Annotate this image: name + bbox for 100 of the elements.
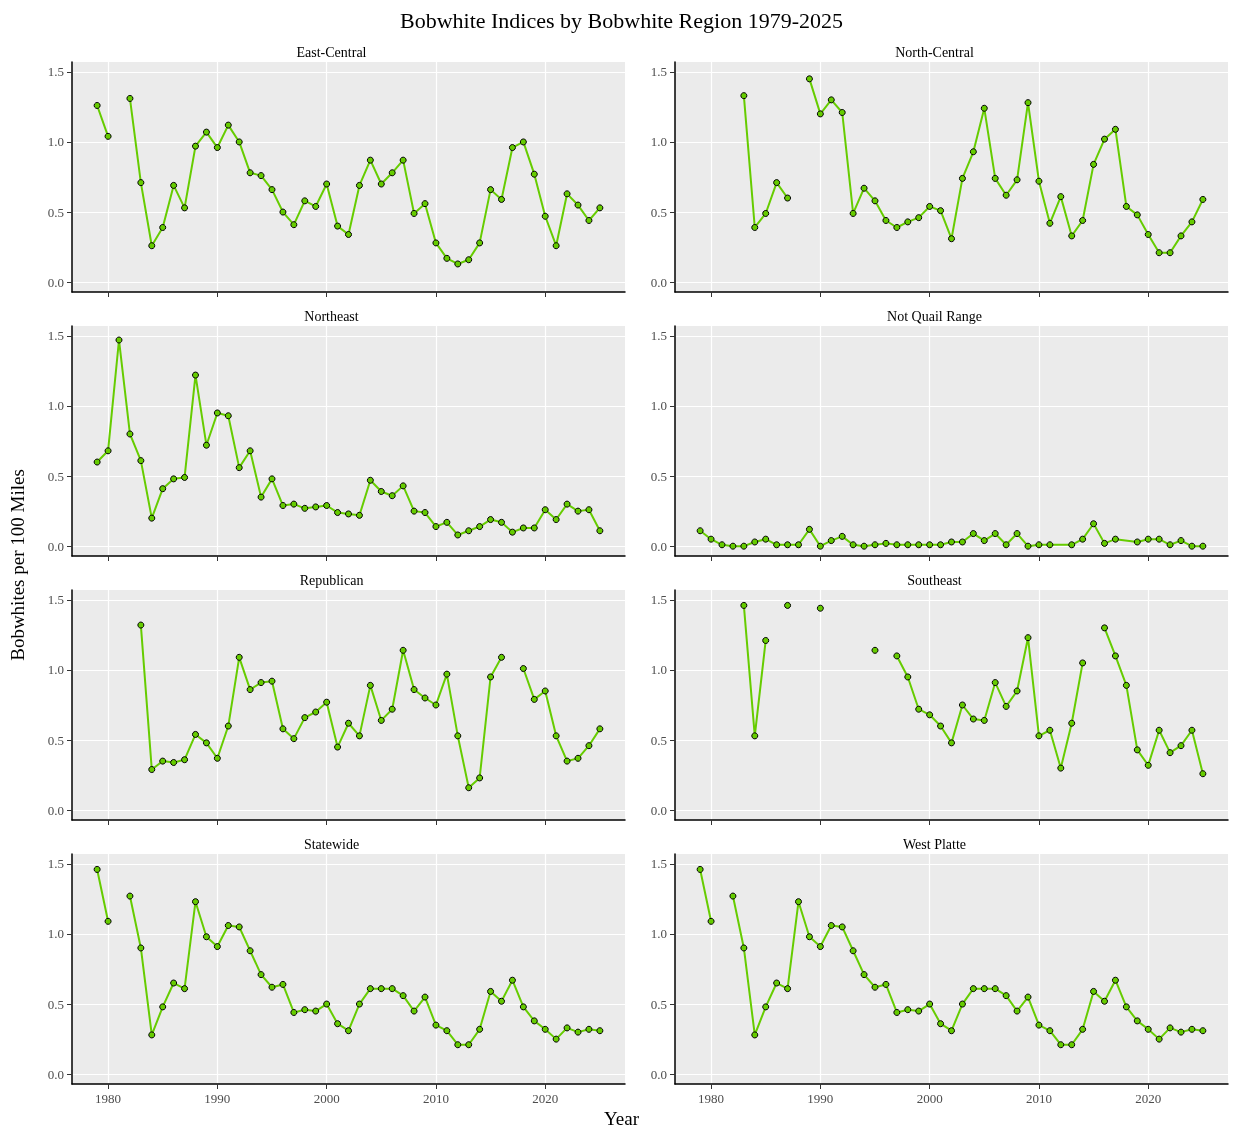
point [816, 943, 824, 951]
point [1166, 1024, 1174, 1032]
point [454, 531, 462, 539]
point [574, 1028, 582, 1036]
point [268, 475, 276, 483]
point [334, 743, 342, 751]
y-tick-label: 0.5 [650, 732, 667, 748]
point [170, 979, 178, 987]
chart-title: Northeast [304, 308, 359, 324]
point [388, 492, 396, 500]
point [860, 184, 868, 192]
point [530, 1017, 538, 1025]
point [1144, 761, 1152, 769]
point [148, 514, 156, 522]
point [1198, 195, 1206, 203]
point [574, 201, 582, 209]
point [148, 1031, 156, 1039]
y-tick-label: 1.5 [650, 856, 667, 872]
point [213, 409, 221, 417]
point [892, 652, 900, 660]
point [355, 511, 363, 519]
point [345, 510, 352, 518]
point [1133, 746, 1141, 754]
point [465, 1041, 473, 1049]
point [728, 542, 736, 550]
point [1078, 535, 1086, 543]
point [181, 204, 189, 212]
point [519, 665, 527, 673]
point [585, 742, 593, 750]
point [279, 725, 287, 733]
point [192, 898, 199, 906]
point [290, 500, 298, 508]
chart-title: North-Central [894, 44, 974, 60]
point [279, 980, 287, 988]
point [541, 212, 549, 220]
point [268, 677, 276, 685]
point [454, 732, 462, 740]
point [476, 239, 484, 247]
point [530, 695, 538, 703]
point [421, 694, 429, 702]
point [871, 541, 878, 549]
point [334, 1020, 342, 1028]
point [465, 784, 473, 792]
chart-title: Republican [299, 572, 364, 588]
point [1166, 249, 1174, 257]
point [1045, 726, 1053, 734]
point [805, 525, 813, 533]
point [410, 507, 418, 515]
point [519, 138, 527, 146]
point [137, 944, 145, 952]
point [1198, 542, 1206, 550]
y-tick-label: 0.5 [47, 996, 64, 1012]
y-tick-label: 1.0 [47, 662, 64, 678]
point [1100, 624, 1108, 632]
point [838, 532, 846, 540]
point [783, 194, 791, 202]
point [224, 121, 232, 129]
point [1111, 652, 1119, 660]
point [410, 1007, 418, 1015]
point [969, 148, 977, 156]
y-tick-label: 0.5 [47, 468, 64, 484]
point [93, 865, 101, 873]
point [115, 336, 123, 344]
point [1122, 1003, 1130, 1011]
point [192, 371, 199, 379]
point [849, 209, 857, 217]
point [377, 180, 385, 188]
point [323, 698, 331, 706]
point [596, 527, 604, 535]
point [1067, 541, 1075, 549]
point [1155, 535, 1163, 543]
point [1166, 541, 1174, 549]
point [772, 979, 780, 987]
point [279, 208, 287, 216]
point [312, 1007, 320, 1015]
point [290, 221, 298, 229]
point [860, 971, 868, 979]
point [224, 922, 232, 930]
point [421, 993, 429, 1001]
point [126, 892, 134, 900]
point [707, 917, 715, 925]
y-tick-label: 1.0 [650, 662, 667, 678]
point [849, 541, 857, 549]
point [476, 523, 484, 531]
point [563, 500, 571, 508]
point [1187, 542, 1195, 550]
point [1045, 541, 1053, 549]
point [192, 142, 199, 150]
point [366, 476, 374, 484]
point [1177, 232, 1185, 240]
point [991, 679, 999, 687]
point [925, 202, 933, 210]
point [991, 985, 999, 993]
point [1089, 160, 1097, 168]
point [783, 541, 791, 549]
point [783, 985, 791, 993]
x-tick-label: 2000 [916, 1091, 943, 1106]
point [1187, 1025, 1195, 1033]
point [181, 756, 189, 764]
point [750, 223, 758, 231]
